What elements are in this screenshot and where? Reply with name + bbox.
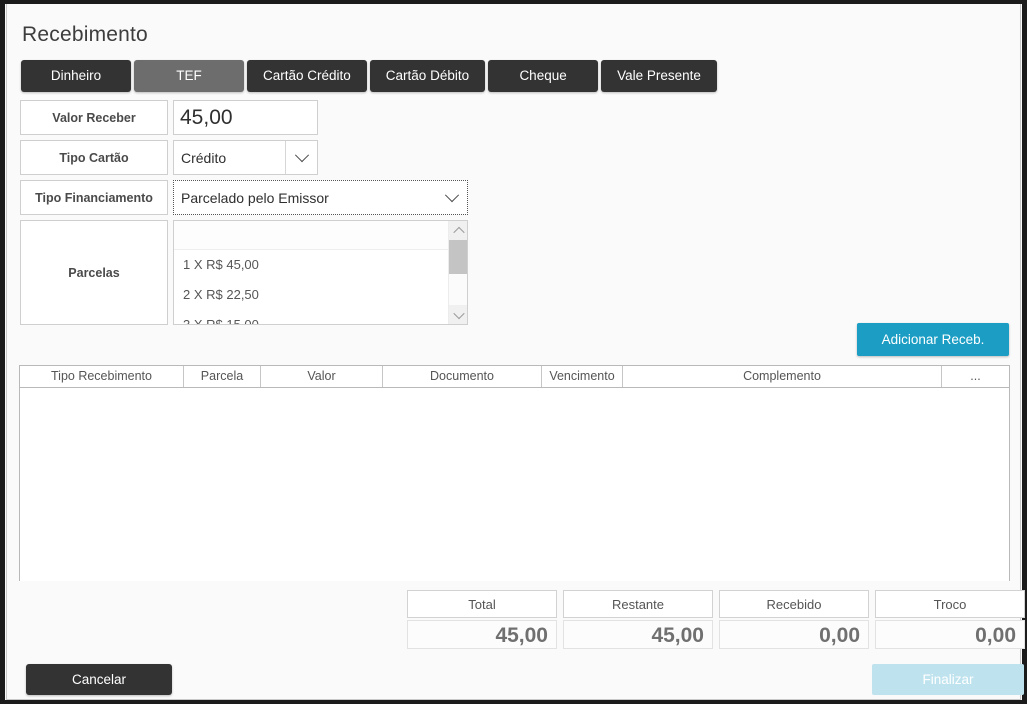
- table-header-cell[interactable]: Vencimento: [542, 366, 623, 387]
- summary-column: Recebido 0,00: [719, 590, 869, 649]
- finish-button: Finalizar: [872, 664, 1024, 695]
- tab-cheque[interactable]: Cheque: [488, 60, 599, 92]
- cancel-button[interactable]: Cancelar: [26, 664, 172, 695]
- dialog-panel: Recebimento Dinheiro TEF Cartão Crédito Car…: [6, 4, 1025, 700]
- chevron-down-icon: [285, 141, 317, 174]
- form-row-tipo-financiamento: Tipo Financiamento Parcelado pelo Emisso…: [20, 180, 468, 215]
- parcela-option[interactable]: 3 X R$ 15,00: [183, 317, 259, 325]
- summary-value: 45,00: [407, 620, 557, 649]
- form-row-parcelas: Parcelas 1 X R$ 45,00 2 X R$ 22,50 3 X R$ …: [20, 220, 468, 325]
- tab-vale-presente[interactable]: Vale Presente: [601, 60, 717, 92]
- valor-receber-label: Valor Receber: [20, 100, 168, 135]
- payment-form: Valor Receber 45,00 Tipo Cartão Crédito …: [20, 100, 468, 330]
- window-frame-top: [0, 0, 1027, 4]
- tab-cart-o-cr-dito[interactable]: Cartão Crédito: [247, 60, 367, 92]
- parcela-option[interactable]: 1 X R$ 45,00: [183, 257, 259, 272]
- payment-method-tabs: Dinheiro TEF Cartão Crédito Cartão Débito Ch…: [21, 60, 717, 92]
- tipo-cartao-label: Tipo Cartão: [20, 140, 168, 175]
- scroll-up-icon[interactable]: [449, 221, 467, 240]
- tab-cart-o-d-bito[interactable]: Cartão Débito: [369, 60, 486, 92]
- totals-summary: Total 45,00 Restante 45,00 Recebido 0,00 Troco…: [407, 590, 1025, 649]
- parcelas-listbox[interactable]: 1 X R$ 45,00 2 X R$ 22,50 3 X R$ 15,00: [173, 220, 468, 325]
- scroll-down-icon[interactable]: [449, 305, 467, 324]
- window-frame-left: [0, 0, 5, 704]
- table-header-cell[interactable]: ...: [970, 369, 981, 383]
- table-header-cell[interactable]: Parcela: [184, 366, 261, 387]
- table-header-cell[interactable]: Valor: [261, 366, 383, 387]
- summary-label: Recebido: [719, 590, 869, 618]
- chevron-down-icon: [436, 181, 467, 214]
- parcelas-list-inner: 1 X R$ 45,00 2 X R$ 22,50 3 X R$ 15,00: [174, 221, 448, 324]
- summary-column: Troco 0,00: [875, 590, 1025, 649]
- window-frame-bottom: [0, 700, 1027, 704]
- summary-column: Total 45,00: [407, 590, 557, 649]
- page-title: Recebimento: [22, 23, 148, 46]
- table-header-cell[interactable]: Tipo Recebimento: [20, 366, 184, 387]
- tipo-financiamento-value: Parcelado pelo Emissor: [181, 189, 329, 206]
- tab-tef[interactable]: TEF: [134, 60, 244, 92]
- window-frame-right: [1022, 0, 1027, 704]
- receipts-table: Tipo Recebimento Parcela Valor Documento Ven…: [19, 365, 1010, 581]
- summary-label: Troco: [875, 590, 1025, 618]
- summary-label: Restante: [563, 590, 713, 618]
- summary-value: 45,00: [563, 620, 713, 649]
- parcela-option[interactable]: 2 X R$ 22,50: [183, 287, 259, 302]
- summary-value: 0,00: [719, 620, 869, 649]
- parcelas-empty-row[interactable]: [174, 221, 448, 250]
- tab-dinheiro[interactable]: Dinheiro: [21, 60, 131, 92]
- summary-column: Restante 45,00: [563, 590, 713, 649]
- valor-receber-input[interactable]: 45,00: [173, 100, 318, 135]
- parcelas-scrollbar[interactable]: [448, 221, 467, 324]
- form-row-valor-receber: Valor Receber 45,00: [20, 100, 468, 135]
- table-header-cell[interactable]: Complemento: [623, 366, 942, 387]
- parcelas-label: Parcelas: [20, 220, 168, 325]
- add-receipt-button[interactable]: Adicionar Receb.: [857, 323, 1009, 356]
- tipo-financiamento-label: Tipo Financiamento: [20, 180, 168, 215]
- table-header-cell[interactable]: Documento: [383, 366, 542, 387]
- summary-label: Total: [407, 590, 557, 618]
- tipo-cartao-select[interactable]: Crédito: [173, 140, 318, 175]
- form-row-tipo-cartao: Tipo Cartão Crédito: [20, 140, 468, 175]
- scrollbar-thumb[interactable]: [449, 240, 467, 274]
- tipo-financiamento-select[interactable]: Parcelado pelo Emissor: [173, 180, 468, 215]
- summary-value: 0,00: [875, 620, 1025, 649]
- tipo-cartao-value: Crédito: [181, 149, 227, 166]
- table-header-row: Tipo Recebimento Parcela Valor Documento Ven…: [20, 366, 1009, 388]
- table-body[interactable]: [20, 388, 1009, 581]
